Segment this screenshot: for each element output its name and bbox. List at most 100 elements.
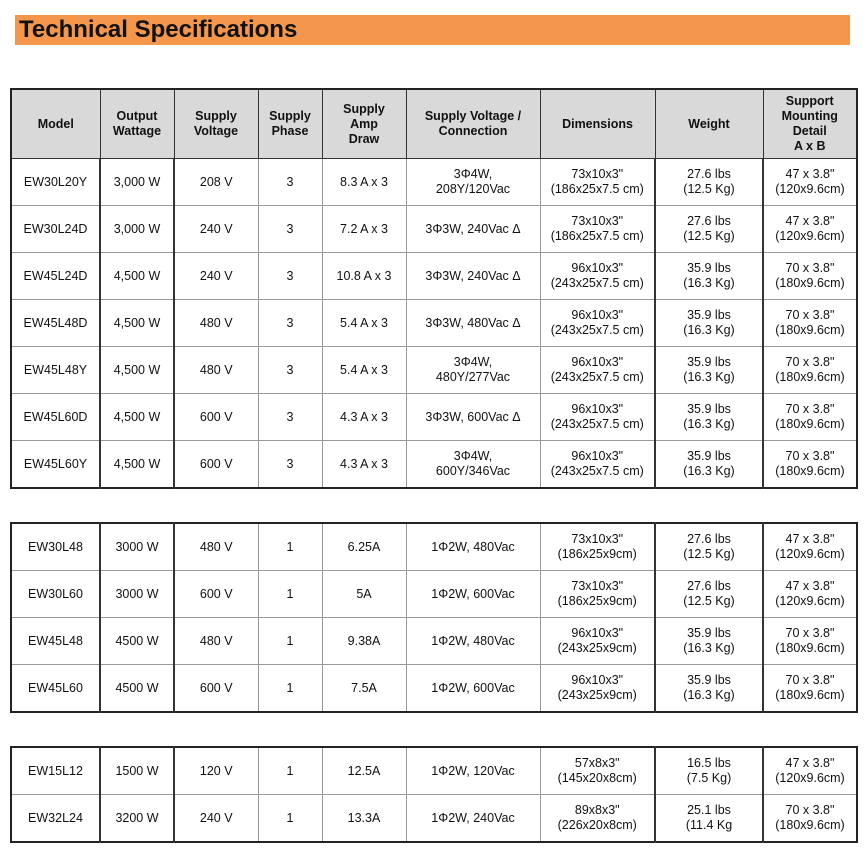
cell-connection: 1Φ2W, 600Vac [405, 570, 541, 618]
cell-dimensions: 96x10x3" (243x25x9cm) [539, 664, 656, 713]
cell-supply-voltage: 480 V [173, 299, 259, 347]
cell-weight: 27.6 lbs (12.5 Kg) [654, 570, 764, 618]
cell-mounting-detail: 47 x 3.8" (120x9.6cm) [762, 570, 858, 618]
cell-supply-phase: 3 [257, 440, 323, 489]
cell-supply-voltage: 600 V [173, 570, 259, 618]
table-row: EW30L20Y 3,000 W 208 V 3 8.3 A x 3 3Φ4W, 208Y… [10, 158, 858, 206]
section-title-bar: Technical Specifications [15, 15, 850, 45]
cell-weight: 35.9 lbs (16.3 Kg) [654, 617, 764, 665]
cell-amp-draw: 10.8 A x 3 [321, 252, 407, 300]
cell-model: EW32L24 [10, 794, 101, 843]
cell-model: EW30L20Y [10, 158, 101, 206]
table-row: EW30L24D 3,000 W 240 V 3 7.2 A x 3 3Φ3W, 240V… [10, 205, 858, 253]
cell-supply-phase: 3 [257, 393, 323, 441]
cell-amp-draw: 5.4 A x 3 [321, 346, 407, 394]
cell-connection: 1Φ2W, 120Vac [405, 746, 541, 795]
cell-model: EW30L60 [10, 570, 101, 618]
spec-table-2: EW30L48 3000 W 480 V 1 6.25A 1Φ2W, 480Vac 73x1… [10, 522, 858, 713]
cell-mounting-detail: 70 x 3.8" (180x9.6cm) [762, 393, 858, 441]
cell-amp-draw: 8.3 A x 3 [321, 158, 407, 206]
page-title: Technical Specifications [19, 16, 298, 43]
cell-mounting-detail: 70 x 3.8" (180x9.6cm) [762, 346, 858, 394]
cell-mounting-detail: 70 x 3.8" (180x9.6cm) [762, 617, 858, 665]
cell-dimensions: 96x10x3" (243x25x7.5 cm) [539, 252, 656, 300]
cell-model: EW15L12 [10, 746, 101, 795]
cell-supply-voltage: 600 V [173, 664, 259, 713]
cell-dimensions: 96x10x3" (243x25x7.5 cm) [539, 299, 656, 347]
cell-model: EW45L60D [10, 393, 101, 441]
table-row: EW45L60 4500 W 600 V 1 7.5A 1Φ2W, 600Vac 96x10… [10, 664, 858, 713]
cell-dimensions: 96x10x3" (243x25x9cm) [539, 617, 656, 665]
cell-supply-phase: 1 [257, 794, 323, 843]
cell-dimensions: 73x10x3" (186x25x9cm) [539, 522, 656, 571]
cell-supply-voltage: 600 V [173, 440, 259, 489]
table-row: EW45L48Y 4,500 W 480 V 3 5.4 A x 3 3Φ4W, 480Y… [10, 346, 858, 394]
cell-supply-voltage: 240 V [173, 252, 259, 300]
cell-connection: 1Φ2W, 480Vac [405, 617, 541, 665]
cell-mounting-detail: 70 x 3.8" (180x9.6cm) [762, 794, 858, 843]
cell-output-wattage: 4500 W [99, 617, 175, 665]
cell-amp-draw: 7.5A [321, 664, 407, 713]
header-mounting-detail: Support Mounting Detail A x B [762, 88, 858, 159]
cell-supply-phase: 3 [257, 252, 323, 300]
header-output-wattage: Output Wattage [99, 88, 175, 159]
cell-weight: 16.5 lbs (7.5 Kg) [654, 746, 764, 795]
cell-output-wattage: 3,000 W [99, 205, 175, 253]
cell-model: EW45L48 [10, 617, 101, 665]
header-amp-draw: Supply Amp Draw [321, 88, 407, 159]
cell-model: EW45L48Y [10, 346, 101, 394]
cell-weight: 35.9 lbs (16.3 Kg) [654, 299, 764, 347]
cell-output-wattage: 3200 W [99, 794, 175, 843]
cell-connection: 3Φ3W, 240Vac Δ [405, 252, 541, 300]
cell-mounting-detail: 47 x 3.8" (120x9.6cm) [762, 205, 858, 253]
cell-output-wattage: 3,000 W [99, 158, 175, 206]
header-supply-voltage: Supply Voltage [173, 88, 259, 159]
header-connection: Supply Voltage / Connection [405, 88, 541, 159]
cell-model: EW45L48D [10, 299, 101, 347]
cell-amp-draw: 9.38A [321, 617, 407, 665]
table-row: EW30L48 3000 W 480 V 1 6.25A 1Φ2W, 480Vac 73x1… [10, 522, 858, 571]
cell-supply-voltage: 600 V [173, 393, 259, 441]
cell-weight: 35.9 lbs (16.3 Kg) [654, 440, 764, 489]
header-supply-phase: Supply Phase [257, 88, 323, 159]
cell-supply-phase: 3 [257, 158, 323, 206]
cell-mounting-detail: 47 x 3.8" (120x9.6cm) [762, 522, 858, 571]
cell-supply-phase: 1 [257, 617, 323, 665]
cell-connection: 3Φ3W, 240Vac Δ [405, 205, 541, 253]
cell-supply-voltage: 240 V [173, 205, 259, 253]
cell-supply-phase: 3 [257, 205, 323, 253]
cell-output-wattage: 4,500 W [99, 346, 175, 394]
cell-supply-phase: 1 [257, 570, 323, 618]
cell-dimensions: 73x10x3" (186x25x9cm) [539, 570, 656, 618]
cell-weight: 27.6 lbs (12.5 Kg) [654, 158, 764, 206]
cell-mounting-detail: 47 x 3.8" (120x9.6cm) [762, 746, 858, 795]
cell-connection: 3Φ3W, 480Vac Δ [405, 299, 541, 347]
cell-output-wattage: 4,500 W [99, 299, 175, 347]
table-row: EW45L48D 4,500 W 480 V 3 5.4 A x 3 3Φ3W, 480V… [10, 299, 858, 347]
cell-supply-phase: 3 [257, 346, 323, 394]
spec-table-3: EW15L12 1500 W 120 V 1 12.5A 1Φ2W, 120Vac 57x8… [10, 746, 858, 843]
cell-amp-draw: 13.3A [321, 794, 407, 843]
cell-amp-draw: 12.5A [321, 746, 407, 795]
cell-mounting-detail: 70 x 3.8" (180x9.6cm) [762, 252, 858, 300]
table-row: EW30L60 3000 W 600 V 1 5A 1Φ2W, 600Vac 73x10x3… [10, 570, 858, 618]
cell-mounting-detail: 70 x 3.8" (180x9.6cm) [762, 299, 858, 347]
cell-connection: 3Φ4W, 600Y/346Vac [405, 440, 541, 489]
cell-model: EW45L60 [10, 664, 101, 713]
cell-dimensions: 96x10x3" (243x25x7.5 cm) [539, 346, 656, 394]
cell-amp-draw: 5A [321, 570, 407, 618]
cell-mounting-detail: 47 x 3.8" (120x9.6cm) [762, 158, 858, 206]
cell-connection: 1Φ2W, 480Vac [405, 522, 541, 571]
cell-weight: 35.9 lbs (16.3 Kg) [654, 393, 764, 441]
cell-dimensions: 73x10x3" (186x25x7.5 cm) [539, 158, 656, 206]
cell-supply-voltage: 480 V [173, 346, 259, 394]
header-row: Model Output Wattage Supply Voltage Supply … [10, 88, 858, 159]
header-dimensions: Dimensions [539, 88, 656, 159]
cell-supply-voltage: 480 V [173, 617, 259, 665]
table-row: EW45L48 4500 W 480 V 1 9.38A 1Φ2W, 480Vac 96x1… [10, 617, 858, 665]
cell-dimensions: 73x10x3" (186x25x7.5 cm) [539, 205, 656, 253]
cell-weight: 35.9 lbs (16.3 Kg) [654, 252, 764, 300]
cell-amp-draw: 7.2 A x 3 [321, 205, 407, 253]
cell-model: EW45L24D [10, 252, 101, 300]
cell-weight: 27.6 lbs (12.5 Kg) [654, 522, 764, 571]
